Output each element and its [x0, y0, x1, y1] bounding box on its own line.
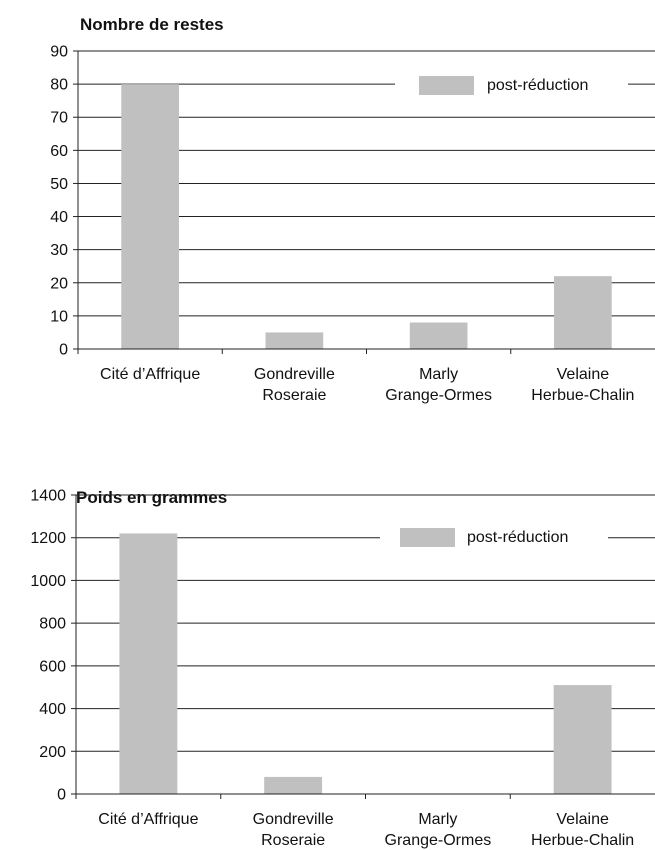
category-label: Cité d’Affrique — [100, 366, 200, 383]
category-label: Gondreville — [254, 366, 335, 383]
category-label: Roseraie — [262, 387, 326, 404]
y-tick-label: 1400 — [30, 488, 66, 505]
legend-swatch — [400, 528, 455, 547]
category-label: Velaine — [556, 811, 609, 828]
category-label: Herbue-Chalin — [531, 832, 634, 849]
y-tick-labels: 0 200 400 600 800 1000 1200 1400 — [30, 488, 76, 804]
category-label: Grange-Ormes — [385, 832, 492, 849]
bar — [265, 332, 324, 349]
y-tick-label: 40 — [50, 209, 68, 226]
bars — [121, 84, 612, 349]
y-tick-label: 70 — [50, 110, 68, 127]
legend-swatch — [419, 76, 474, 95]
y-tick-label: 400 — [39, 701, 66, 718]
y-tick-label: 80 — [50, 77, 68, 94]
chart-title: Nombre de restes — [80, 15, 224, 34]
y-tick-label: 1200 — [30, 530, 66, 547]
category-label: Roseraie — [261, 832, 325, 849]
y-tick-label: 60 — [50, 143, 68, 160]
legend-label: post-réduction — [467, 529, 568, 546]
bar — [121, 84, 179, 349]
chart-title: Poids en grammes — [76, 488, 227, 507]
legend-label: post-réduction — [487, 77, 588, 94]
category-label: Grange-Ormes — [385, 387, 492, 404]
category-label: Herbue-Chalin — [531, 387, 634, 404]
y-tick-label: 10 — [50, 308, 68, 325]
bar — [409, 322, 468, 349]
y-tick-label: 50 — [50, 176, 68, 193]
category-labels: Cité d’Affrique Gondreville Roseraie Marly G… — [100, 366, 634, 404]
bar — [553, 685, 612, 794]
category-labels: Cité d’Affrique Gondreville Roseraie Marly G… — [98, 811, 634, 849]
y-tick-label: 20 — [50, 275, 68, 292]
chart-poids-en-grammes: Poids en grammes 0 200 400 600 800 1000 1200 14… — [30, 488, 655, 849]
y-tick-label: 200 — [39, 744, 66, 761]
category-label: Gondreville — [253, 811, 334, 828]
y-tick-label: 0 — [57, 787, 66, 804]
axes — [75, 495, 655, 799]
y-tick-label: 30 — [50, 242, 68, 259]
category-label: Marly — [419, 366, 458, 383]
axes — [77, 51, 655, 354]
y-tick-labels: 0 10 20 30 40 50 60 70 80 90 — [50, 44, 78, 359]
category-label: Velaine — [557, 366, 610, 383]
category-label: Cité d’Affrique — [98, 811, 198, 828]
category-label: Marly — [418, 811, 457, 828]
y-tick-label: 0 — [59, 342, 68, 359]
y-tick-label: 800 — [39, 616, 66, 633]
y-tick-label: 1000 — [30, 573, 66, 590]
legend: post-réduction — [395, 70, 628, 100]
bar — [119, 533, 178, 794]
bars — [119, 533, 612, 794]
bar — [264, 776, 323, 794]
y-tick-label: 90 — [50, 44, 68, 61]
legend: post-réduction — [380, 522, 608, 552]
bar — [554, 276, 612, 349]
y-tick-label: 600 — [39, 658, 66, 675]
chart-nombre-de-restes: Nombre de restes 0 10 20 30 40 50 60 70 80 90 Cit… — [50, 15, 655, 404]
